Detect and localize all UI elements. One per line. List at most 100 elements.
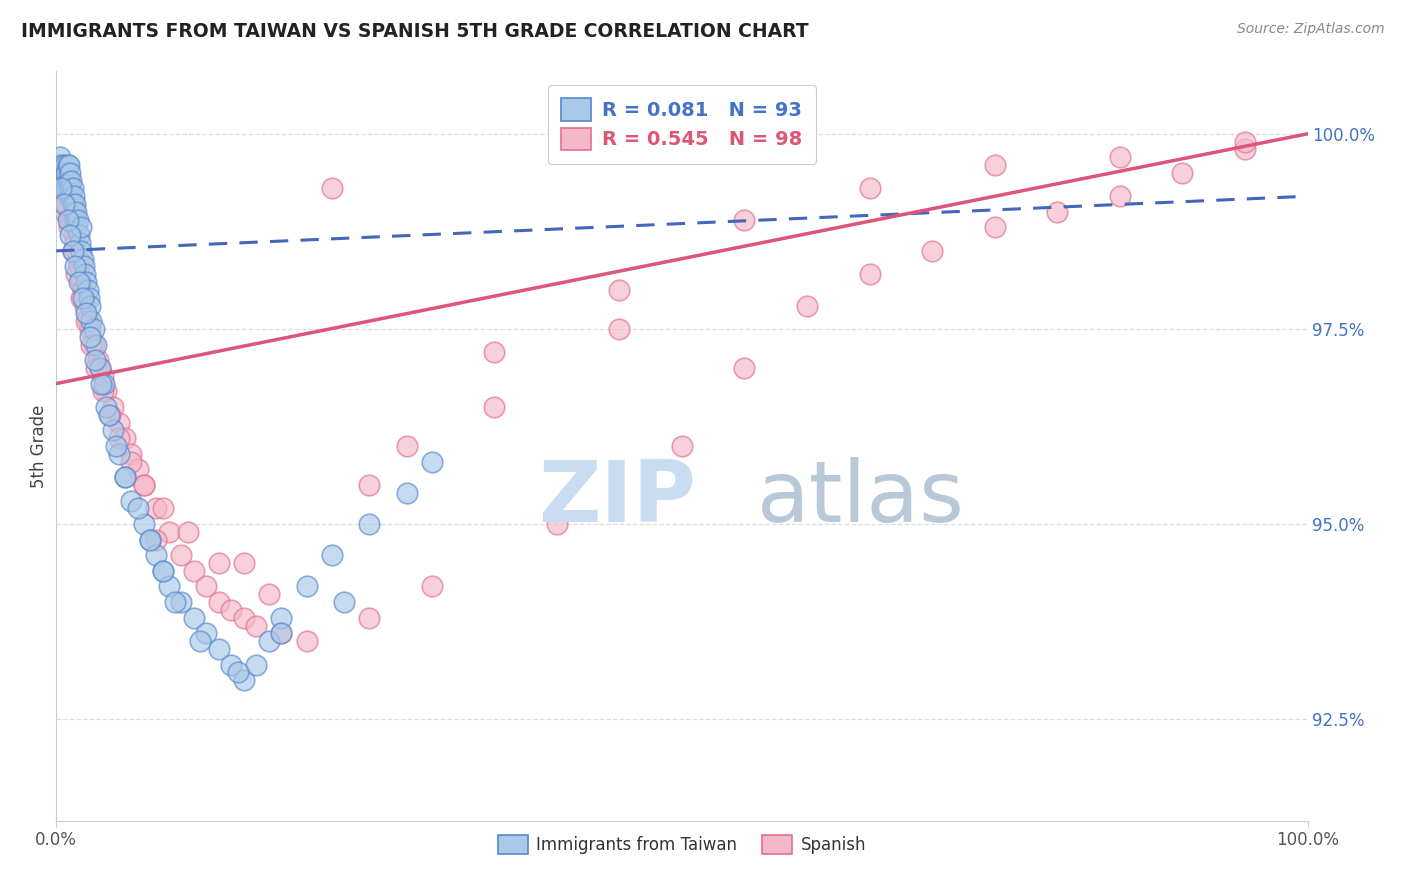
Point [55,166,77,180]
Point [65,204,87,219]
Point [120,493,142,508]
Point [84,353,107,368]
Point [257,634,280,648]
Point [53,204,76,219]
Point [157,524,180,539]
Point [270,611,292,625]
Point [56,173,79,187]
Point [79,329,101,343]
Point [63,260,86,274]
Point [65,244,87,258]
Point [114,470,136,484]
Point [55,181,77,195]
Point [60,189,83,203]
Point [233,556,256,570]
Point [80,337,103,351]
Point [208,595,231,609]
Point [359,611,381,625]
Point [80,314,103,328]
Point [75,275,97,289]
Point [65,220,87,235]
Point [108,416,131,430]
Point [546,517,568,532]
Point [734,360,756,375]
Point [333,595,356,609]
Point [132,478,155,492]
Point [105,439,128,453]
Point [56,189,79,203]
Point [79,299,101,313]
Point [921,244,943,258]
Point [62,189,84,203]
Point [58,220,80,235]
Point [859,268,882,282]
Point [52,181,75,195]
Point [395,485,418,500]
Point [75,314,97,328]
Point [66,252,89,266]
Point [58,189,80,203]
Text: ZIP: ZIP [538,457,696,540]
Point [321,549,343,563]
Point [157,579,180,593]
Point [72,283,94,297]
Point [245,618,267,632]
Point [170,549,193,563]
Point [49,150,72,164]
Point [60,173,83,187]
Point [101,423,124,437]
Point [52,189,75,203]
Point [796,299,818,313]
Point [86,353,108,368]
Point [58,204,80,219]
Point [152,501,174,516]
Point [69,268,91,282]
Point [221,657,243,672]
Point [55,197,77,211]
Point [51,166,73,180]
Point [139,533,162,547]
Point [170,595,193,609]
Point [49,166,72,180]
Point [295,634,318,648]
Point [69,236,91,251]
Point [152,564,174,578]
Point [76,314,98,328]
Point [183,611,205,625]
Point [89,360,111,375]
Text: Source: ZipAtlas.com: Source: ZipAtlas.com [1237,22,1385,37]
Point [114,431,136,445]
Point [1171,166,1194,180]
Point [734,212,756,227]
Point [73,299,96,313]
Point [245,657,267,672]
Point [70,220,93,235]
Point [56,212,79,227]
Point [195,579,218,593]
Point [59,228,82,243]
Point [84,360,107,375]
Point [127,462,149,476]
Point [127,501,149,516]
Point [984,158,1007,172]
Point [120,455,142,469]
Point [62,220,84,235]
Point [132,478,155,492]
Point [145,501,167,516]
Point [51,181,73,195]
Point [96,400,118,414]
Point [176,524,198,539]
Point [73,260,96,274]
Point [70,244,93,258]
Point [51,158,73,172]
Point [859,181,882,195]
Point [165,595,187,609]
Point [60,204,83,219]
Point [48,158,70,172]
Point [55,197,77,211]
Point [183,564,205,578]
Point [420,455,443,469]
Point [49,166,72,180]
Point [51,173,73,187]
Point [73,291,96,305]
